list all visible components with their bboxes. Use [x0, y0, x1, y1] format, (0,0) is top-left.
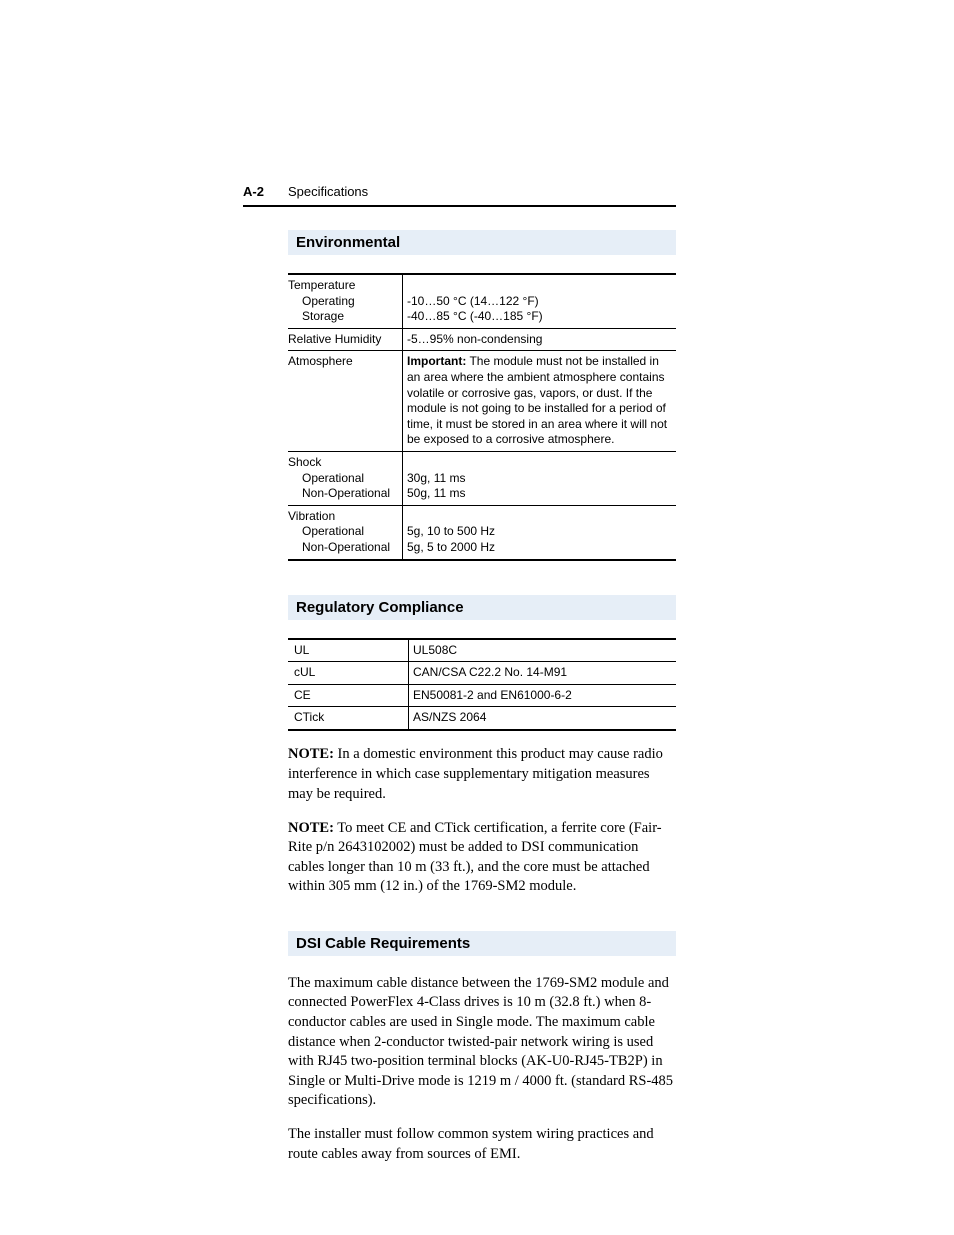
shock-nonop-label: Non-Operational: [288, 486, 398, 502]
dsi-para-2: The installer must follow common system …: [288, 1125, 676, 1164]
ctick-value: AS/NZS 2064: [409, 707, 677, 730]
table-row: CTick AS/NZS 2064: [288, 707, 676, 730]
humidity-label: Relative Humidity: [288, 328, 403, 351]
page: A-2 Specifications Environmental Tempera…: [0, 0, 954, 1235]
vib-op-value: 5g, 10 to 500 Hz: [407, 524, 495, 538]
cul-value: CAN/CSA C22.2 No. 14-M91: [409, 662, 677, 685]
vib-op-label: Operational: [288, 524, 398, 540]
cul-label: cUL: [288, 662, 409, 685]
note-1-text: In a domestic environment this product m…: [288, 746, 663, 801]
section-title-environmental: Environmental: [288, 230, 676, 255]
table-row: Atmosphere Important: The module must no…: [288, 351, 676, 452]
table-row: Vibration Operational Non-Operational 5g…: [288, 505, 676, 559]
cell-value: 5g, 10 to 500 Hz 5g, 5 to 2000 Hz: [403, 505, 677, 559]
operating-label: Operating: [288, 294, 398, 310]
page-header: A-2 Specifications: [243, 184, 676, 207]
important-label: Important:: [407, 354, 466, 368]
humidity-value: -5…95% non-condensing: [403, 328, 677, 351]
operating-value: -10…50 °C (14…122 °F): [407, 294, 539, 308]
cell-label: Temperature Operating Storage: [288, 274, 403, 328]
section-title-regulatory: Regulatory Compliance: [288, 595, 676, 620]
dsi-para-1: The maximum cable distance between the 1…: [288, 974, 676, 1111]
cell-value: 30g, 11 ms 50g, 11 ms: [403, 451, 677, 505]
shock-nonop-value: 50g, 11 ms: [407, 486, 465, 500]
note-label: NOTE:: [288, 820, 334, 836]
spacer: [288, 911, 676, 931]
regulatory-table: UL UL508C cUL CAN/CSA C22.2 No. 14-M91 C…: [288, 638, 676, 731]
storage-label: Storage: [288, 309, 398, 325]
note-label: NOTE:: [288, 746, 334, 762]
ce-label: CE: [288, 684, 409, 707]
table-row: Temperature Operating Storage -10…50 °C …: [288, 274, 676, 328]
header-title: Specifications: [288, 184, 368, 199]
content-area: Environmental Temperature Operating Stor…: [288, 230, 676, 1178]
atmosphere-label: Atmosphere: [288, 351, 403, 452]
ul-label: UL: [288, 639, 409, 662]
table-row: CE EN50081-2 and EN61000-6-2: [288, 684, 676, 707]
ce-value: EN50081-2 and EN61000-6-2: [409, 684, 677, 707]
table-row: Shock Operational Non-Operational 30g, 1…: [288, 451, 676, 505]
ctick-label: CTick: [288, 707, 409, 730]
vib-nonop-value: 5g, 5 to 2000 Hz: [407, 540, 495, 554]
table-row: UL UL508C: [288, 639, 676, 662]
storage-value: -40…85 °C (-40…185 °F): [407, 309, 543, 323]
shock-op-value: 30g, 11 ms: [407, 471, 465, 485]
vib-nonop-label: Non-Operational: [288, 540, 398, 556]
cell-label: Vibration Operational Non-Operational: [288, 505, 403, 559]
note-1: NOTE: In a domestic environment this pro…: [288, 745, 676, 804]
ul-value: UL508C: [409, 639, 677, 662]
shock-op-label: Operational: [288, 471, 398, 487]
temperature-label: Temperature: [288, 278, 355, 292]
atmosphere-value: Important: The module must not be instal…: [403, 351, 677, 452]
shock-label: Shock: [288, 455, 321, 469]
cell-value: -10…50 °C (14…122 °F) -40…85 °C (-40…185…: [403, 274, 677, 328]
section-title-dsi: DSI Cable Requirements: [288, 931, 676, 956]
page-number: A-2: [243, 184, 264, 199]
table-row: Relative Humidity -5…95% non-condensing: [288, 328, 676, 351]
environmental-table: Temperature Operating Storage -10…50 °C …: [288, 273, 676, 561]
table-row: cUL CAN/CSA C22.2 No. 14-M91: [288, 662, 676, 685]
note-2-text: To meet CE and CTick certification, a fe…: [288, 820, 662, 895]
note-2: NOTE: To meet CE and CTick certification…: [288, 819, 676, 897]
vibration-label: Vibration: [288, 509, 335, 523]
cell-label: Shock Operational Non-Operational: [288, 451, 403, 505]
